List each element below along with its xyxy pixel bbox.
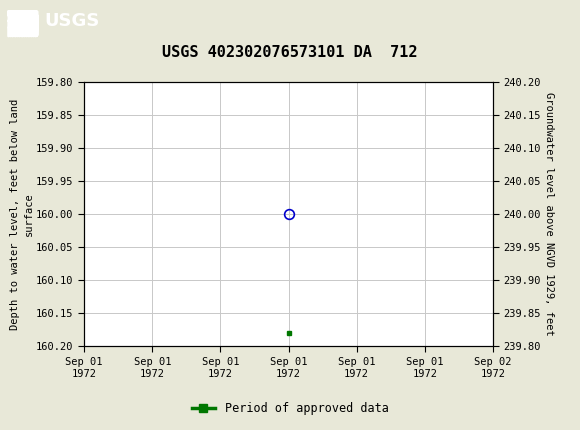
Text: USGS: USGS	[44, 12, 99, 30]
Y-axis label: Depth to water level, feet below land
surface: Depth to water level, feet below land su…	[10, 98, 34, 329]
Y-axis label: Groundwater level above NGVD 1929, feet: Groundwater level above NGVD 1929, feet	[543, 92, 554, 336]
Text: USGS 402302076573101 DA  712: USGS 402302076573101 DA 712	[162, 45, 418, 60]
Legend: Period of approved data: Period of approved data	[187, 397, 393, 420]
